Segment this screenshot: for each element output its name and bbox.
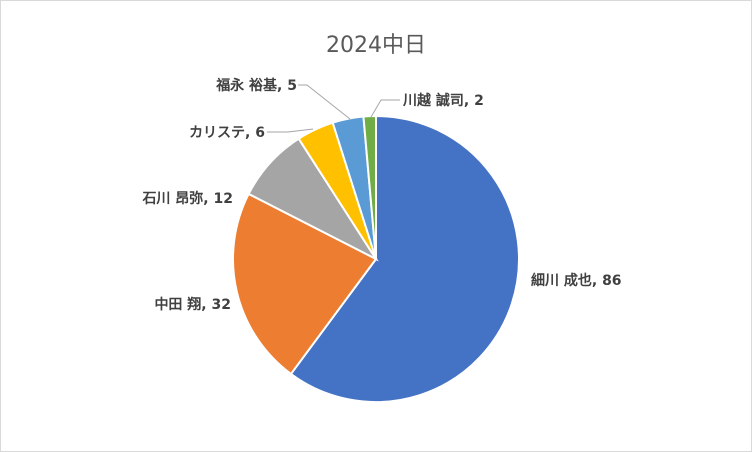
chart-title: 2024中日 (326, 33, 426, 58)
data-labels: 細川 成也, 86 中田 翔, 32 石川 昂弥, 12 カリステ, 6 福永 裕基, … (141, 77, 621, 313)
pie-slice-2 (232, 192, 378, 376)
data-label-2: 中田 翔, 32 (154, 296, 231, 313)
leader-line-5 (298, 84, 351, 120)
data-label-4: カリステ, 6 (189, 125, 265, 141)
pie-slice-1 (289, 114, 520, 403)
data-label-5: 福永 裕基, 5 (215, 77, 297, 94)
leader-line-6 (370, 99, 400, 118)
leader-lines (267, 84, 400, 133)
data-label-6: 川越 誠司, 2 (402, 92, 484, 109)
leader-line-4 (267, 128, 314, 133)
pie-slice-6 (362, 114, 377, 260)
data-label-3: 石川 昂弥, 12 (141, 190, 233, 207)
data-label-1: 細川 成也, 86 (531, 272, 622, 289)
pie-slices (232, 114, 520, 403)
